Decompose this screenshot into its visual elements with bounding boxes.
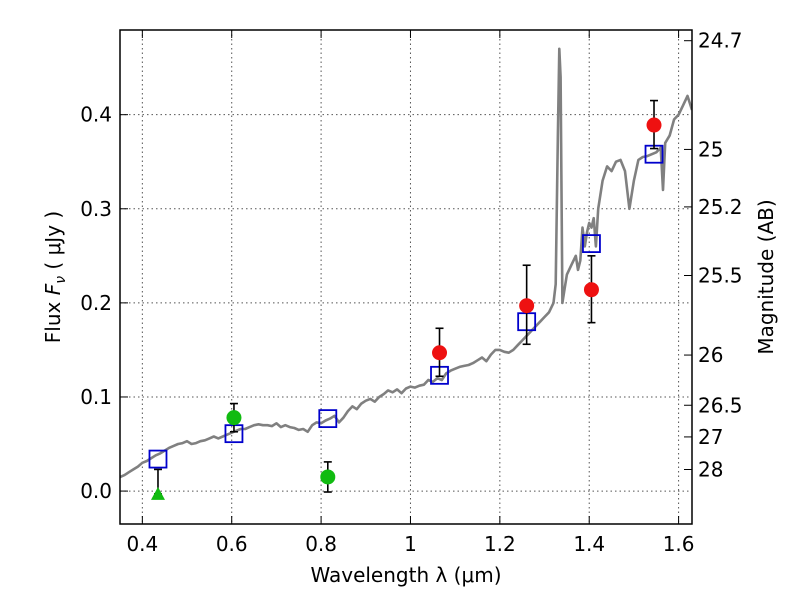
y-tick-label: 0.4: [80, 103, 112, 127]
y2-tick-label: 28: [698, 458, 723, 482]
x-tick-label: 1.6: [663, 532, 695, 556]
y2-tick-label: 25.5: [698, 264, 743, 288]
x-tick-label: 0.8: [305, 532, 337, 556]
x-tick-label: 0.4: [126, 532, 158, 556]
x-tick-label: 1.4: [573, 532, 605, 556]
series-layer: [120, 47, 692, 500]
model-photometry-square: [318, 409, 338, 429]
plot-frame: [119, 29, 693, 525]
data-point: [432, 345, 448, 361]
x-tick-label: 1.2: [484, 532, 516, 556]
y2-tick-label: 25.2: [698, 195, 743, 219]
y-tick-label: 0.2: [80, 291, 112, 315]
y-tick-label: 0.3: [80, 197, 112, 221]
y-axis-title: Flux Fν ( μJy ): [41, 211, 69, 343]
y-tick-label: 0.1: [80, 385, 112, 409]
data-point: [646, 117, 662, 133]
x-tick-label: 0.6: [216, 532, 248, 556]
y-tick-label: 0.0: [80, 479, 112, 503]
plot-background: [120, 30, 692, 524]
y2-axis-title: Magnitude (AB): [754, 199, 778, 354]
model-photometry-square: [582, 234, 601, 253]
y2-tick-label: 25: [698, 137, 723, 161]
x-tick-label: 1: [404, 532, 417, 556]
y2-tick-label: 26.5: [698, 393, 743, 417]
y2-tick-label: 26: [698, 343, 723, 367]
y2-tick-label: 27: [698, 425, 723, 449]
data-point: [320, 469, 336, 485]
model-photometry-square: [148, 449, 168, 469]
y2-tick-label: 24.7: [698, 29, 743, 53]
data-point: [583, 282, 599, 298]
data-point: [519, 298, 535, 314]
x-axis-title: Wavelength λ (μm): [310, 563, 501, 587]
data-point: [226, 410, 242, 426]
model-spectrum-line: [120, 47, 692, 479]
upper-limit-triangle: [150, 486, 165, 500]
ticks: 0.4 0.6 0.8 1 1.2 1.4 1.6 0.0 0.1 0.2 0.3 0.4 24.7 25…: [80, 29, 742, 556]
